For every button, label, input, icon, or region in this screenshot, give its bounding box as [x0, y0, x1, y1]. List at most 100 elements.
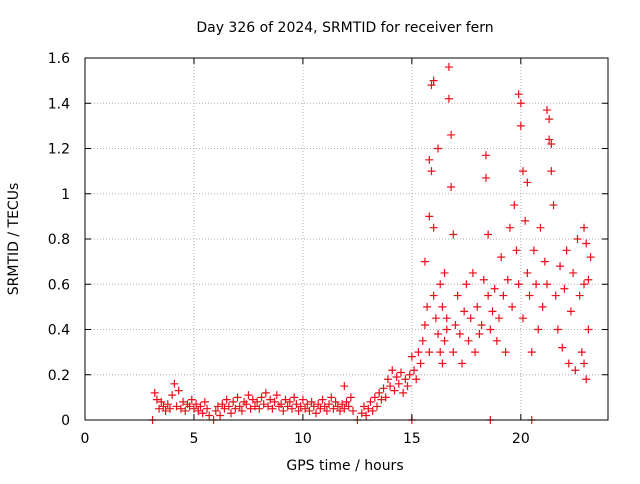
data-point: [259, 400, 268, 409]
data-point: [429, 291, 438, 300]
data-point: [152, 395, 161, 404]
data-point: [547, 167, 556, 176]
x-tick-label: 0: [81, 431, 90, 447]
y-axis-ticks: 0 0.2 0.4 0.6 0.8 1 1.2 1.4 1.6: [48, 51, 608, 429]
data-point: [264, 402, 273, 411]
data-point: [370, 393, 379, 402]
data-point: [497, 253, 506, 262]
data-point: [438, 302, 447, 311]
data-point: [519, 167, 528, 176]
y-tick-label: 0.4: [48, 323, 70, 339]
data-point: [442, 325, 451, 334]
data-point: [377, 395, 386, 404]
data-point: [484, 291, 493, 300]
data-point: [257, 393, 266, 402]
data-point: [200, 397, 209, 406]
data-point: [220, 404, 229, 413]
data-point: [551, 291, 560, 300]
data-point: [462, 280, 471, 289]
data-point: [529, 246, 538, 255]
y-tick-label: 0: [61, 413, 70, 429]
data-point: [484, 230, 493, 239]
data-point: [333, 402, 342, 411]
x-axis-ticks: 0 5 10 15 20: [81, 58, 530, 447]
data-point: [425, 348, 434, 357]
data-point: [305, 406, 314, 415]
data-point: [501, 348, 510, 357]
data-point: [416, 359, 425, 368]
data-point: [379, 384, 388, 393]
data-point: [525, 291, 534, 300]
data-point: [290, 393, 299, 402]
data-point: [562, 246, 571, 255]
data-point: [155, 404, 164, 413]
data-point: [277, 400, 286, 409]
data-point: [218, 400, 227, 409]
data-point: [569, 268, 578, 277]
data-point: [481, 151, 490, 160]
data-point: [453, 291, 462, 300]
data-point: [227, 409, 236, 418]
data-point: [181, 406, 190, 415]
data-point: [542, 280, 551, 289]
y-tick-label: 0.8: [48, 232, 70, 248]
data-point: [475, 330, 484, 339]
data-point: [320, 402, 329, 411]
data-point: [205, 411, 214, 420]
data-point: [556, 262, 565, 271]
data-point: [468, 268, 477, 277]
data-point: [294, 406, 303, 415]
data-point: [545, 115, 554, 124]
data-point: [357, 409, 366, 418]
data-point: [279, 406, 288, 415]
data-point: [327, 393, 336, 402]
data-point: [473, 302, 482, 311]
data-point: [231, 404, 240, 413]
data-point: [349, 406, 358, 415]
data-point: [340, 382, 349, 391]
data-point: [405, 370, 414, 379]
data-point: [163, 400, 172, 409]
data-point: [161, 406, 170, 415]
data-point: [237, 406, 246, 415]
data-point: [283, 402, 292, 411]
data-point: [455, 330, 464, 339]
data-point: [303, 400, 312, 409]
data-point: [189, 404, 198, 413]
data-point: [165, 404, 174, 413]
data-point: [553, 325, 562, 334]
data-point: [444, 94, 453, 103]
data-point: [460, 307, 469, 316]
data-point: [194, 406, 203, 415]
data-point: [281, 395, 290, 404]
data-point: [532, 280, 541, 289]
data-point: [329, 404, 338, 413]
data-point: [235, 402, 244, 411]
data-point: [159, 402, 168, 411]
data-point: [573, 235, 582, 243]
data-point: [466, 314, 475, 323]
chart-title: Day 326 of 2024, SRMTID for receiver fer…: [196, 20, 493, 36]
data-point: [503, 275, 512, 284]
data-point: [340, 404, 349, 413]
grid-lines: [85, 58, 608, 420]
data-point: [444, 63, 453, 72]
data-point: [359, 402, 368, 411]
data-point: [222, 395, 231, 404]
data-point: [176, 404, 185, 413]
data-point: [516, 121, 525, 130]
data-point: [545, 135, 554, 144]
data-point: [434, 144, 443, 153]
data-point: [580, 280, 589, 289]
data-point: [246, 404, 255, 413]
data-point: [490, 284, 499, 293]
y-tick-label: 0.6: [48, 277, 70, 293]
data-point: [150, 388, 159, 397]
data-point: [457, 359, 466, 368]
data-point: [318, 395, 327, 404]
data-point: [440, 336, 449, 345]
data-point: [211, 406, 220, 415]
y-tick-label: 1: [61, 187, 70, 203]
data-point: [418, 336, 427, 345]
